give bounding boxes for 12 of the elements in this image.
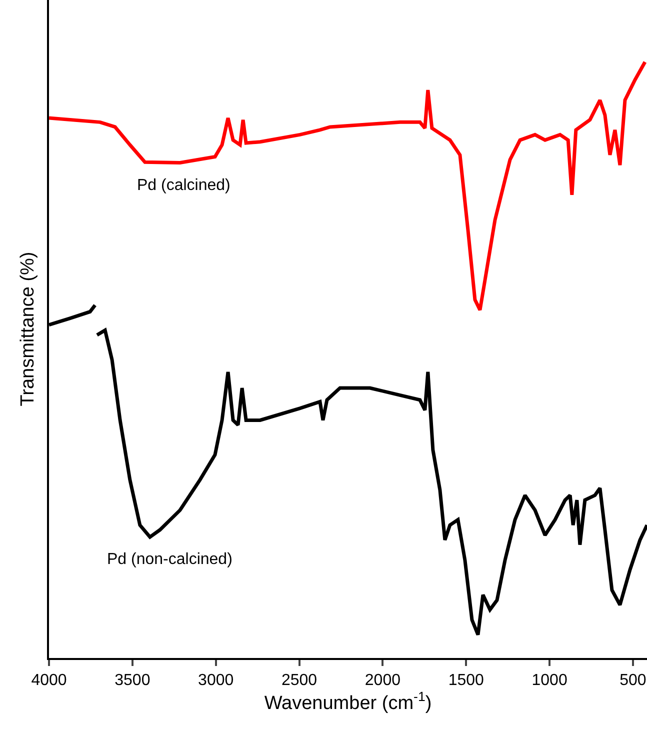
x-tick-label: 2500	[281, 672, 318, 689]
x-tick-label: 3000	[198, 672, 234, 689]
series-label: Pd (non-calcined)	[107, 551, 232, 568]
x-tick-label: 2000	[364, 672, 401, 689]
x-tick-label: 1000	[532, 672, 568, 689]
y-axis-title: Transmittance (%)	[18, 252, 39, 406]
x-tick-label: 500	[620, 672, 646, 689]
x-tick-label: 4000	[31, 672, 67, 689]
x-tick-label: 3500	[114, 672, 150, 689]
series-label: Pd (calcined)	[137, 177, 230, 194]
x-axis-title: Wavenumber (cm$^{-1}$)	[264, 688, 432, 714]
x-tick-label: 1500	[448, 672, 484, 689]
